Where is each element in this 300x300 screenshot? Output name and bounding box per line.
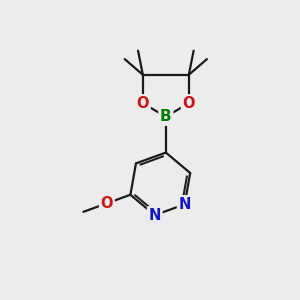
Text: N: N xyxy=(178,197,191,212)
Text: O: O xyxy=(182,96,195,111)
Text: B: B xyxy=(160,109,172,124)
Text: O: O xyxy=(136,96,149,111)
Text: O: O xyxy=(101,196,113,211)
Text: N: N xyxy=(148,208,161,223)
